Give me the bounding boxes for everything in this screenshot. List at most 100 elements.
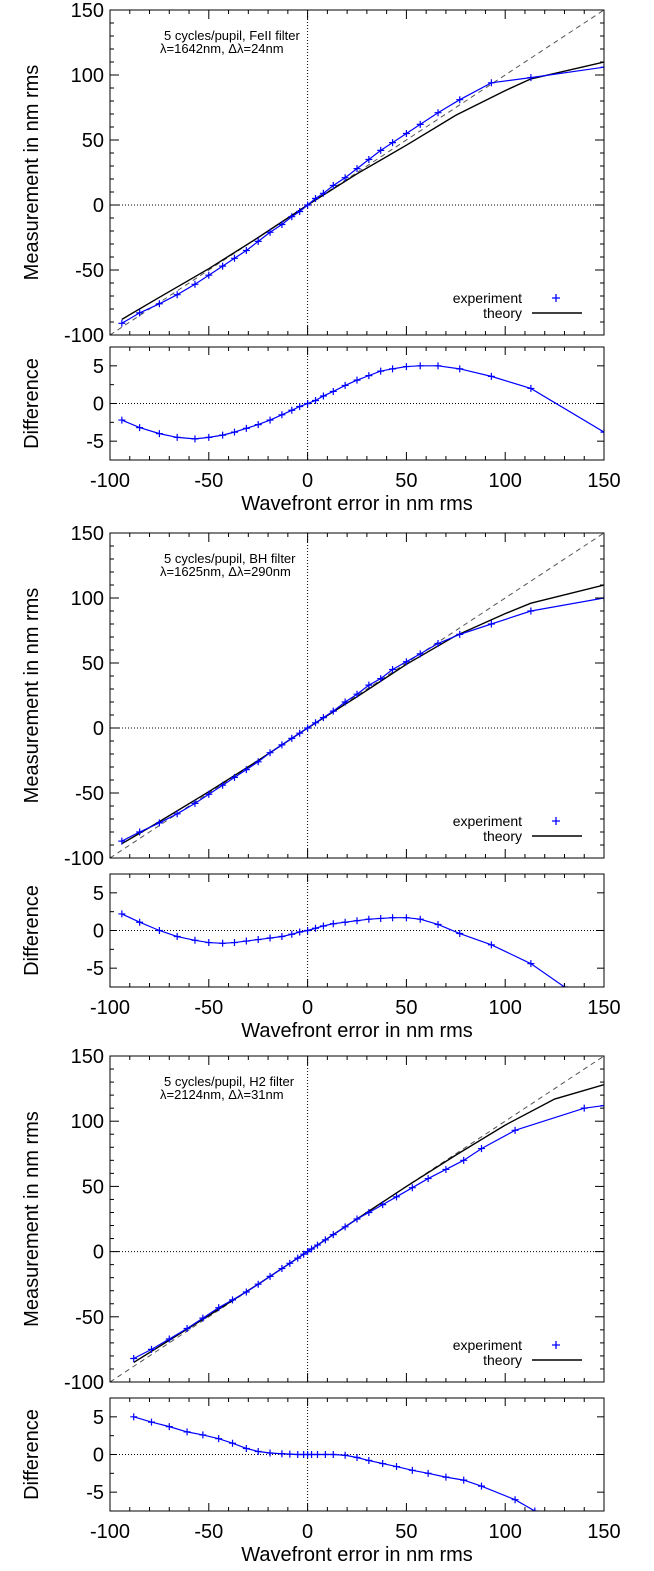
- experiment-point: [365, 681, 373, 689]
- experiment-point: [230, 773, 238, 781]
- experiment-point: [341, 1223, 349, 1231]
- difference-point: [205, 939, 213, 947]
- experiment-point: [219, 262, 227, 270]
- y-tick-label: 150: [71, 1046, 104, 1068]
- difference-point: [191, 435, 199, 443]
- diff-plot-area: [110, 347, 604, 460]
- legend-experiment-marker: [552, 294, 560, 302]
- difference-point: [353, 917, 361, 925]
- difference-point: [393, 1463, 401, 1471]
- experiment-point: [173, 291, 181, 299]
- x-tick-label: 100: [489, 470, 522, 492]
- reference-line-y-equals-x: [110, 10, 604, 335]
- experiment-point: [353, 690, 361, 698]
- difference-point: [205, 433, 213, 441]
- y-axis-label: Measurement in nm rms: [21, 65, 43, 281]
- difference-point: [294, 1451, 302, 1458]
- experiment-point: [278, 741, 286, 749]
- experiment-point: [393, 1193, 401, 1201]
- y-tick-label: 150: [71, 0, 104, 22]
- difference-point: [155, 927, 163, 934]
- experiment-line: [121, 597, 604, 842]
- difference-point: [341, 918, 349, 926]
- experiment-point: [389, 139, 397, 147]
- experiment-point: [215, 1304, 223, 1312]
- main-frame: [109, 1055, 605, 1383]
- diff-y-tick-label: 5: [93, 883, 104, 905]
- difference-point: [377, 367, 385, 375]
- difference-point: [219, 431, 227, 439]
- experiment-point: [173, 810, 181, 818]
- legend-theory-label: theory: [483, 828, 522, 844]
- experiment-point: [379, 1201, 387, 1209]
- experiment-point: [136, 309, 144, 317]
- difference-point: [312, 924, 320, 932]
- difference-point: [527, 960, 535, 968]
- experiment-point: [460, 1156, 468, 1164]
- experiment-point: [288, 734, 296, 742]
- annotation-line-2: λ=2124nm, Δλ=31nm: [160, 1087, 284, 1102]
- main-frame: [109, 9, 605, 336]
- difference-point: [341, 1451, 349, 1459]
- x-tick-label: -50: [194, 997, 223, 1019]
- experiment-point: [341, 174, 349, 182]
- legend-experiment-marker: [552, 1341, 560, 1349]
- annotation-line-1: 5 cycles/pupil, H2 filter: [164, 1074, 295, 1089]
- experiment-point: [377, 675, 385, 683]
- difference-point: [136, 918, 144, 926]
- difference-point: [487, 372, 495, 380]
- y-tick-label: 100: [71, 65, 104, 87]
- difference-point: [329, 387, 337, 395]
- difference-point: [487, 941, 495, 949]
- x-tick-label: 100: [489, 1521, 522, 1543]
- y-axis-label: Measurement in nm rms: [21, 1111, 43, 1327]
- difference-point: [377, 914, 385, 922]
- difference-point: [278, 933, 286, 941]
- experiment-point: [487, 620, 495, 628]
- experiment-point: [266, 1272, 274, 1280]
- experiment-point: [191, 280, 199, 288]
- experiment-point: [341, 698, 349, 706]
- difference-point: [353, 376, 361, 384]
- experiment-point: [329, 1231, 337, 1239]
- main-plot-area: [110, 1056, 604, 1382]
- x-tick-label: -100: [90, 470, 130, 492]
- y-tick-label: 0: [93, 195, 104, 217]
- x-tick-label: -100: [90, 1521, 130, 1543]
- difference-point: [389, 365, 397, 373]
- difference-point: [288, 930, 296, 938]
- difference-point: [389, 914, 397, 922]
- difference-point: [230, 428, 238, 436]
- difference-point: [416, 362, 424, 370]
- experiment-point: [456, 96, 464, 104]
- experiment-point: [456, 630, 464, 638]
- difference-point: [118, 910, 126, 918]
- difference-point: [527, 384, 535, 392]
- experiment-point: [288, 213, 296, 221]
- difference-point: [155, 430, 163, 438]
- experiment-point: [155, 300, 163, 308]
- difference-point: [365, 915, 373, 923]
- annotation-line-2: λ=1625nm, Δλ=290nm: [160, 564, 291, 579]
- difference-point: [266, 416, 274, 424]
- x-tick-label: 150: [587, 470, 620, 492]
- experiment-point: [242, 766, 250, 774]
- experiment-point: [304, 201, 312, 209]
- difference-point: [118, 416, 126, 424]
- experiment-point: [416, 120, 424, 128]
- difference-point: [402, 363, 410, 371]
- difference-point: [460, 1476, 468, 1484]
- difference-point: [199, 1431, 207, 1439]
- difference-point: [278, 1450, 286, 1458]
- difference-point: [365, 372, 373, 380]
- experiment-point: [304, 724, 312, 732]
- experiment-point: [266, 228, 274, 236]
- experiment-point: [229, 1296, 237, 1304]
- experiment-point: [183, 1325, 191, 1333]
- difference-point: [230, 939, 238, 947]
- diff-plot-area: [110, 874, 604, 987]
- annotation-line-1: 5 cycles/pupil, BH filter: [164, 551, 296, 566]
- difference-point: [456, 365, 464, 373]
